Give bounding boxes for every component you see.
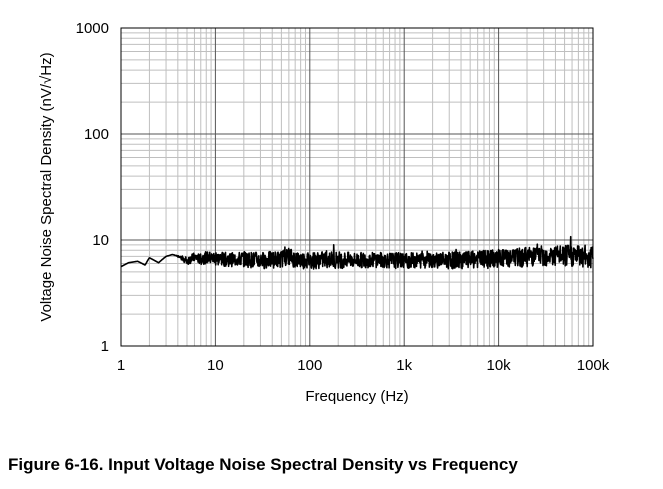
y-tick-label: 100 [84, 126, 109, 143]
x-tick-label: 10 [207, 357, 224, 374]
y-tick-label: 1 [101, 338, 109, 355]
x-tick-label: 100k [577, 357, 610, 374]
noise-density-chart: 1 10 100 1k 10k 100k 1 10 100 1000 Frequency (Hz… [38, 20, 610, 405]
x-tick-label: 100 [297, 357, 322, 374]
x-axis-label: Frequency (Hz) [305, 388, 408, 405]
plot-area-border [120, 27, 594, 347]
x-tick-label: 1 [117, 357, 125, 374]
x-tick-label: 10k [487, 357, 512, 374]
y-tick-label: 1000 [76, 20, 109, 37]
figure-caption: Figure 6-16. Input Voltage Noise Spectra… [8, 455, 518, 474]
y-axis-label: Voltage Noise Spectral Density (nV/√Hz) [38, 52, 55, 321]
x-tick-label: 1k [396, 357, 412, 374]
series-layer [120, 235, 594, 270]
y-tick-label: 10 [92, 232, 109, 249]
x-tick-labels: 1 10 100 1k 10k 100k [117, 357, 610, 374]
y-tick-labels: 1 10 100 1000 [76, 20, 109, 355]
minor-grid [121, 28, 593, 346]
noise-density-series [120, 235, 594, 270]
major-grid [120, 27, 594, 347]
